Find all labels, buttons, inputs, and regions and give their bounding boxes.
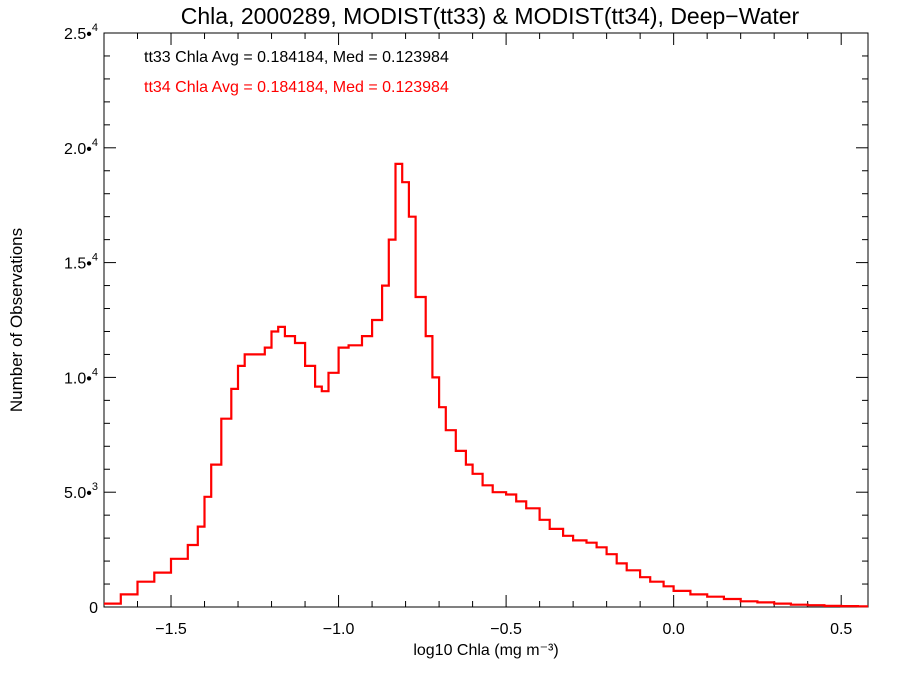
- annotation-tt34: tt34 Chla Avg = 0.184184, Med = 0.123984: [144, 79, 449, 96]
- y-tick-label: 1.5•4: [64, 252, 98, 273]
- x-tick-label: 0.5: [830, 621, 852, 638]
- y-tick-label: 0: [89, 600, 98, 617]
- x-tick-label: −1.5: [155, 621, 187, 638]
- x-tick-label: −0.5: [490, 621, 522, 638]
- y-tick-label: 1.0•4: [64, 366, 98, 387]
- plot-frame: [103, 32, 869, 608]
- x-axis-ticks: −1.5 −1.0 −0.5 0.0 0.5: [103, 33, 852, 638]
- y-tick-label: 2.0•4: [64, 137, 98, 158]
- chart-title: Chla, 2000289, MODIST(tt33) & MODIST(tt3…: [181, 3, 800, 29]
- x-tick-label: −1.0: [323, 621, 355, 638]
- series-line-0: [104, 162, 868, 608]
- y-tick-label: 2.5•4: [64, 22, 98, 43]
- y-axis-ticks: 0 5.0•3 1.0•4 1.5•4 2.0•4 2.5•4: [64, 22, 868, 617]
- x-axis-label: log10 Chla (mg m⁻³): [413, 642, 558, 659]
- y-axis-label: Number of Observations: [7, 228, 26, 412]
- annotation-tt33: tt33 Chla Avg = 0.184184, Med = 0.123984: [144, 49, 449, 66]
- y-tick-label: 5.0•3: [64, 481, 98, 502]
- x-tick-label: 0.0: [663, 621, 685, 638]
- series-layer: [104, 162, 868, 608]
